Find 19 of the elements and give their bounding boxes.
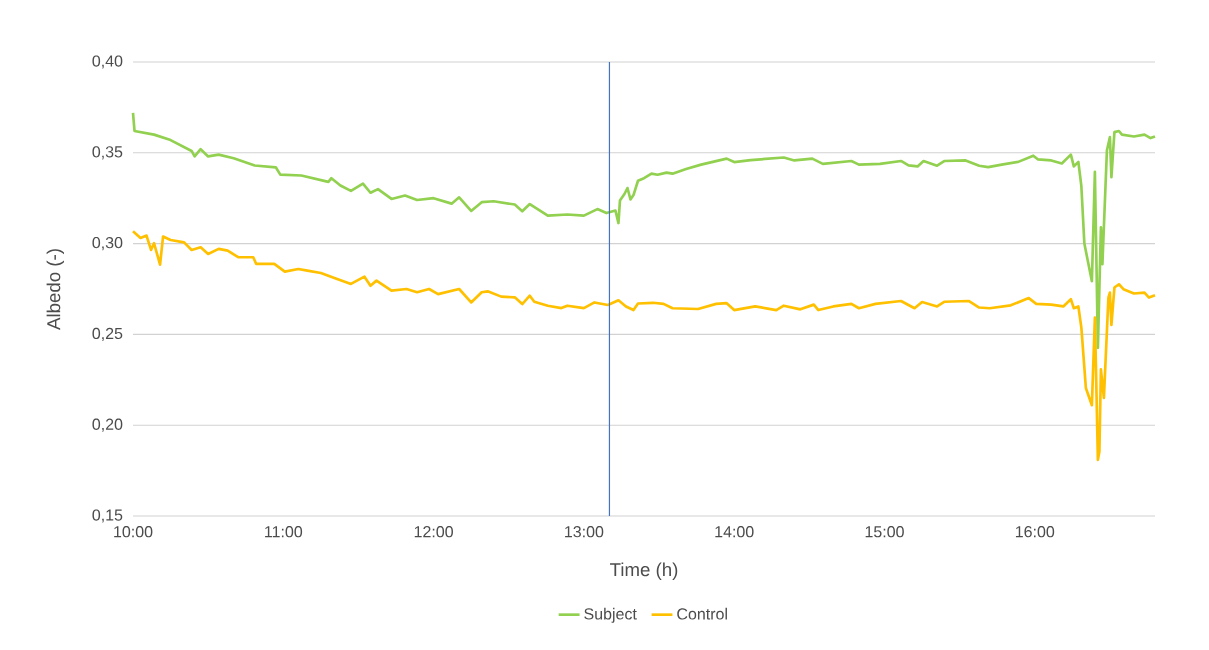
line-series: [131, 111, 1157, 350]
x-tick-label: 15:00: [865, 526, 904, 538]
x-tick-label: 13:00: [565, 526, 604, 538]
y-tick-label: 0,25: [92, 327, 123, 342]
y-tick-label: 0,20: [92, 418, 123, 432]
y-tick-label: 0,35: [92, 146, 123, 160]
y-tick-label: 0,40: [92, 55, 123, 69]
x-axis-title: Time (h): [610, 562, 678, 580]
y-tick-label: 0,15: [92, 509, 123, 523]
x-tick-label: 14:00: [715, 526, 754, 538]
line-series: [131, 229, 1157, 462]
y-tick-label: 0,30: [92, 236, 123, 251]
x-tick-label: 11:00: [265, 526, 303, 538]
x-tick-label: 16:00: [1015, 526, 1055, 538]
legend-label: Control: [677, 607, 727, 620]
legend-label: Subject: [584, 607, 637, 623]
x-tick-label: 12:00: [414, 526, 453, 538]
x-tick-label: 10:00: [114, 526, 153, 538]
y-axis-title: Albedo (-): [46, 249, 64, 330]
